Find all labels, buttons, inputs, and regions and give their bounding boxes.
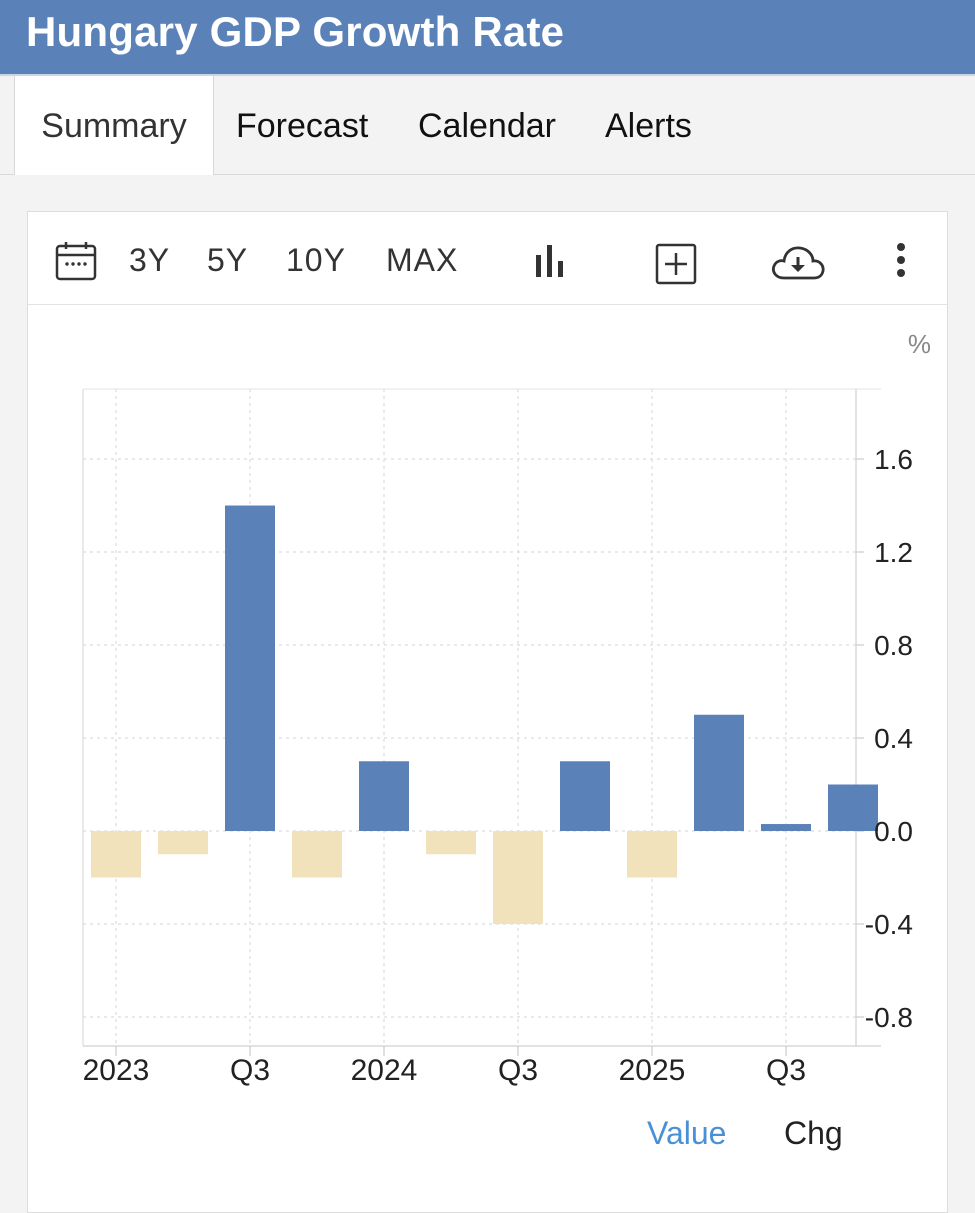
- bars-layer: [91, 505, 878, 924]
- chart-panel: 3Y 5Y 10Y MAX: [27, 211, 948, 1213]
- y-tick-label: 0.4: [874, 723, 913, 754]
- bar-2024-q3: [493, 831, 543, 924]
- tab-calendar[interactable]: Calendar: [418, 107, 556, 145]
- bar-2025-q2: [694, 714, 744, 831]
- calendar-icon[interactable]: [55, 240, 97, 287]
- y-tick-label: -0.8: [865, 1002, 913, 1033]
- bar-2024-q1: [359, 761, 409, 831]
- bar-2024-q4: [560, 761, 610, 831]
- y-tick-label: 0.8: [874, 630, 913, 661]
- bar-2023-q2: [158, 831, 208, 855]
- bar-2024-q2: [426, 831, 476, 855]
- y-tick-label: -0.4: [865, 909, 913, 940]
- add-box-icon[interactable]: [655, 243, 697, 290]
- range-max-button[interactable]: MAX: [386, 242, 459, 278]
- tab-alerts[interactable]: Alerts: [605, 107, 692, 145]
- bar-2025-q3: [761, 824, 811, 831]
- page-title: Hungary GDP Growth Rate: [26, 8, 565, 55]
- bar-chart: 1.6 1.2 0.8 0.4 0.0 -0.4 -0.8 2023 Q3 2024 Q3 2025 Q…: [82, 329, 931, 1087]
- y-unit-label: %: [908, 329, 931, 359]
- y-tick-label: 0.0: [874, 816, 913, 847]
- y-tick-label: 1.2: [874, 537, 913, 568]
- x-tick-label: 2025: [619, 1054, 686, 1087]
- y-tick-label: 1.6: [874, 444, 913, 475]
- chart-toolbar: 3Y 5Y 10Y MAX: [28, 212, 947, 305]
- range-3y-button[interactable]: 3Y: [129, 242, 171, 278]
- tab-summary[interactable]: Summary: [14, 76, 214, 175]
- x-tick-label: Q3: [498, 1054, 538, 1087]
- grid-layer: [82, 388, 881, 1056]
- bar-2025-q1: [627, 831, 677, 878]
- x-tick-label: 2023: [83, 1054, 150, 1087]
- x-tick-label: Q3: [766, 1054, 806, 1087]
- tab-forecast[interactable]: Forecast: [236, 107, 369, 145]
- cloud-download-icon[interactable]: [770, 242, 826, 287]
- range-10y-button[interactable]: 10Y: [286, 242, 346, 278]
- bar-2023-q4: [292, 831, 342, 878]
- bar-2025-q4: [828, 784, 878, 831]
- range-5y-button[interactable]: 5Y: [207, 242, 249, 278]
- legend-chg-toggle[interactable]: Chg: [784, 1115, 843, 1151]
- page-header: Hungary GDP Growth Rate: [0, 0, 975, 76]
- bar-2023-q3: [225, 505, 275, 831]
- x-tick-label: Q3: [230, 1054, 270, 1087]
- more-vert-icon[interactable]: [894, 242, 908, 283]
- x-tick-label: 2024: [351, 1054, 418, 1087]
- labels-layer: 1.6 1.2 0.8 0.4 0.0 -0.4 -0.8 2023 Q3 2024 Q3 2025 Q…: [83, 444, 913, 1087]
- bar-chart-icon[interactable]: [533, 243, 567, 284]
- tab-bar: Summary Forecast Calendar Alerts: [0, 76, 975, 175]
- bar-2023-q1: [91, 831, 141, 878]
- legend-value-toggle[interactable]: Value: [647, 1115, 727, 1151]
